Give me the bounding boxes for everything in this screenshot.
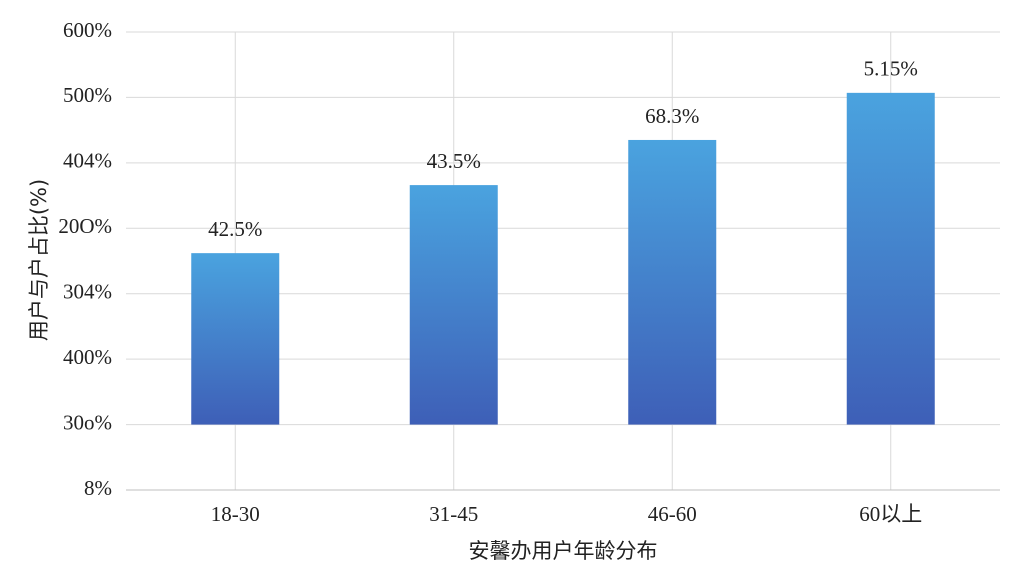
value-label: 43.5%: [427, 149, 481, 173]
bar: [191, 253, 280, 425]
x-axis-label: 安馨办用户年龄分布: [469, 539, 658, 563]
bar: [628, 139, 717, 425]
x-tick-label: 60以上: [859, 502, 922, 526]
y-tick-label: 500%: [63, 83, 112, 107]
y-axis-label: 用户与户占比(%): [27, 179, 51, 341]
y-tick-label: 600%: [63, 18, 112, 42]
y-tick-label: 20О%: [58, 214, 112, 238]
y-tick-label: 8%: [84, 476, 112, 500]
y-tick-label: 30о%: [63, 410, 112, 434]
value-label: 5.15%: [864, 57, 918, 81]
x-tick-label: 31-45: [429, 502, 478, 526]
x-tick-label: 46-60: [648, 502, 697, 526]
y-tick-label: 400%: [63, 345, 112, 369]
value-label: 42.5%: [208, 217, 262, 241]
x-tick-label: 18-30: [211, 502, 260, 526]
bar: [409, 185, 498, 425]
y-tick-label: 404%: [63, 149, 112, 173]
bar: [846, 92, 935, 425]
value-label: 68.3%: [645, 104, 699, 128]
y-tick-label: 304%: [63, 280, 112, 304]
